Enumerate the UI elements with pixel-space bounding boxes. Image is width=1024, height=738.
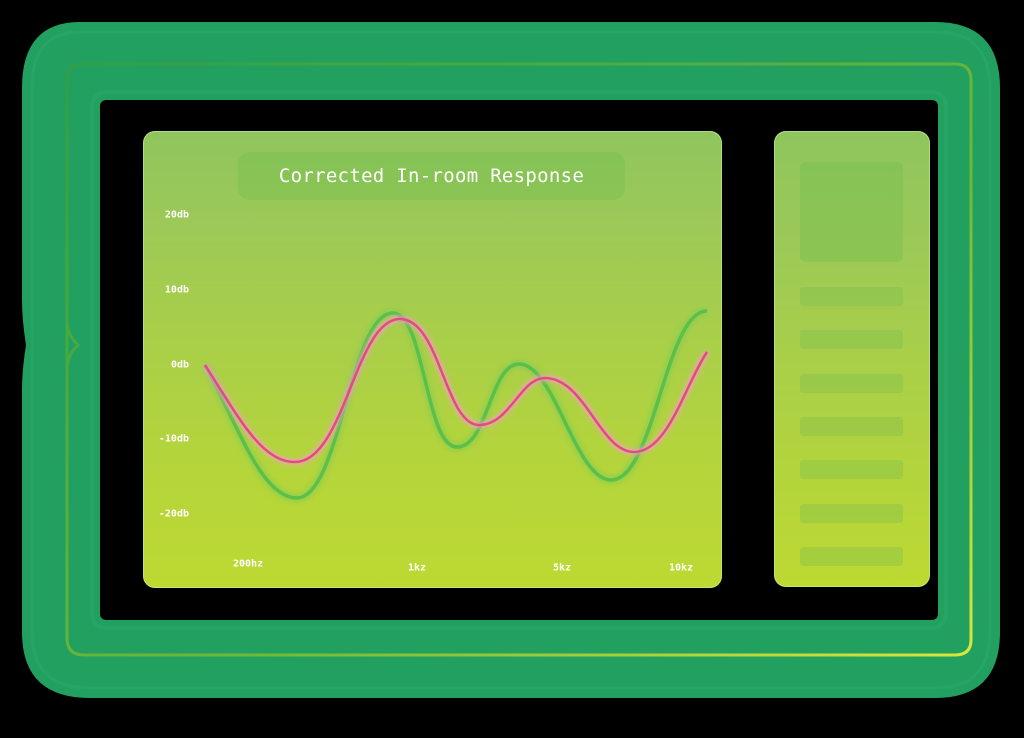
x-tick-label: 10kz [668,562,694,574]
side-list-item-placeholder[interactable] [800,504,903,523]
x-tick-label: 200hz [232,558,264,570]
side-list-item-placeholder[interactable] [800,547,903,566]
chart-title-pill: Corrected In-room Response [238,152,625,200]
y-tick-label: 20db [164,209,189,221]
side-list-item-placeholder[interactable] [800,460,903,479]
y-tick-label: 0db [170,359,189,371]
side-list-item-placeholder[interactable] [800,330,903,349]
response-plot [201,306,711,503]
corrected-response-line [201,314,711,467]
side-list-item-placeholder[interactable] [800,374,903,393]
y-tick-label: -10db [158,433,189,445]
uncorrected-response-line [201,306,708,503]
side-panel [774,131,930,587]
y-tick-label: -20db [158,508,189,520]
side-list-item-placeholder[interactable] [800,287,903,306]
side-list-item-placeholder[interactable] [800,417,903,436]
side-thumbnail-placeholder [800,162,903,262]
x-tick-label: 5kz [552,562,572,574]
x-tick-label: 1kz [407,562,427,574]
chart-title: Corrected In-room Response [278,165,585,187]
y-tick-label: 10db [164,284,189,296]
chart-panel: Corrected In-room Response 20db 10db 0db… [143,131,722,588]
frame-accent-line [65,62,973,657]
